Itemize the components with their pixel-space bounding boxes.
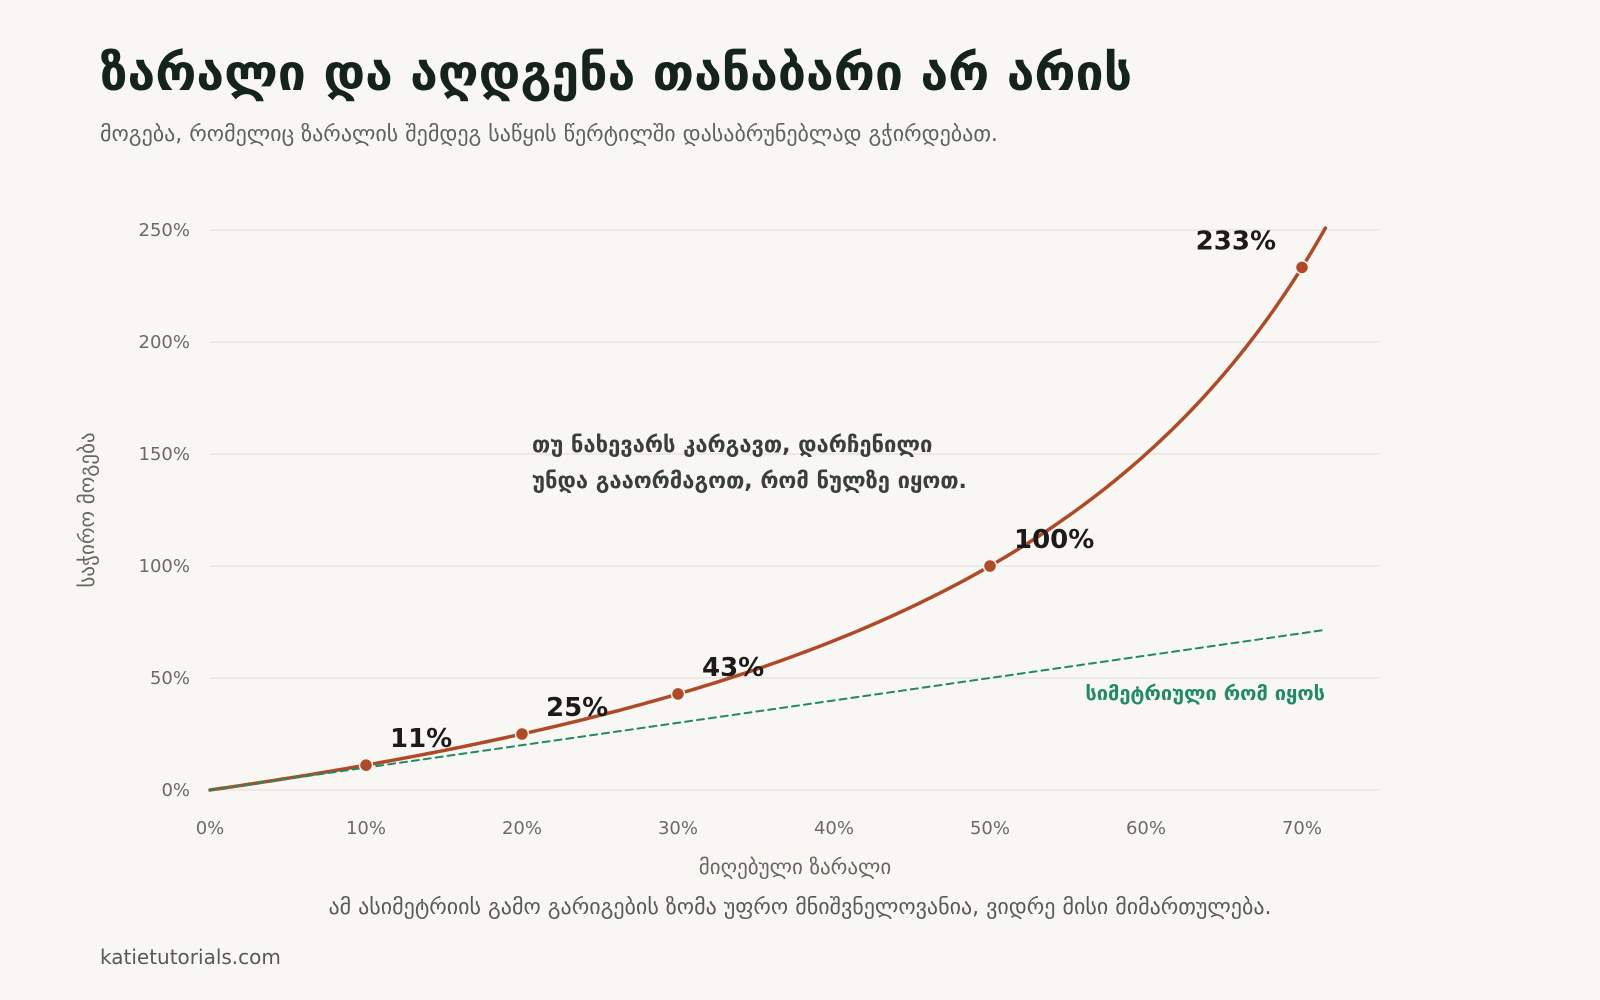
- y-tick-label: 150%: [139, 444, 190, 465]
- x-tick-label: 40%: [814, 818, 854, 839]
- y-tick-label: 100%: [139, 556, 190, 577]
- y-tick-label: 250%: [139, 220, 190, 241]
- data-point-label: 43%: [702, 653, 764, 683]
- x-tick-label: 10%: [346, 818, 386, 839]
- source-credit: katietutorials.com: [100, 945, 281, 969]
- x-tick-label: 30%: [658, 818, 698, 839]
- data-point: [358, 757, 374, 773]
- x-tick-label: 50%: [970, 818, 1010, 839]
- data-point-label: 25%: [546, 693, 608, 723]
- data-point-label: 11%: [390, 724, 452, 754]
- chart-title: ზარალი და აღდგენა თანაბარი არ არის: [100, 44, 1133, 102]
- x-axis-label: მიღებული ზარალი: [699, 855, 892, 879]
- x-tick-label: 20%: [502, 818, 542, 839]
- y-axis-label: საჭირო მოგება: [75, 432, 99, 587]
- footnote: ამ ასიმეტრიის გამო გარიგების ზომა უფრო მ…: [328, 895, 1272, 920]
- data-points: 11% 25% 43% 100% 233%: [358, 226, 1310, 773]
- x-tick-label: 70%: [1282, 818, 1322, 839]
- chart-subtitle: მოგება, რომელიც ზარალის შემდეგ საწყის წე…: [100, 122, 998, 147]
- required-gain-line: [208, 226, 1328, 792]
- data-point: [982, 558, 998, 574]
- annotation-line-1: თუ ნახევარს კარგავთ, დარჩენილი: [532, 433, 932, 458]
- x-axis-ticks: 0% 10% 20% 30% 40% 50% 60% 70%: [196, 818, 1322, 839]
- data-point: [514, 726, 530, 742]
- series-lines: [208, 226, 1328, 792]
- grid-lines: [210, 229, 1380, 791]
- y-tick-label: 200%: [139, 332, 190, 353]
- annotation-line-2: უნდა გააორმაგოთ, რომ ნულზე იყოთ.: [532, 469, 967, 494]
- y-axis-ticks: 0% 50% 100% 150% 200% 250%: [139, 220, 190, 801]
- x-tick-label: 0%: [196, 818, 225, 839]
- data-point-label: 100%: [1014, 525, 1094, 555]
- data-point: [1294, 260, 1310, 275]
- symmetric-series-label: სიმეტრიული რომ იყოს: [1085, 681, 1325, 705]
- symmetric-reference-line: [209, 628, 1327, 791]
- y-tick-label: 50%: [150, 668, 190, 689]
- y-tick-label: 0%: [161, 780, 190, 801]
- data-point: [670, 686, 686, 702]
- x-tick-label: 60%: [1126, 818, 1166, 839]
- data-point-label: 233%: [1196, 226, 1276, 256]
- half-loss-annotation: თუ ნახევარს კარგავთ, დარჩენილი უნდა გააო…: [532, 433, 967, 494]
